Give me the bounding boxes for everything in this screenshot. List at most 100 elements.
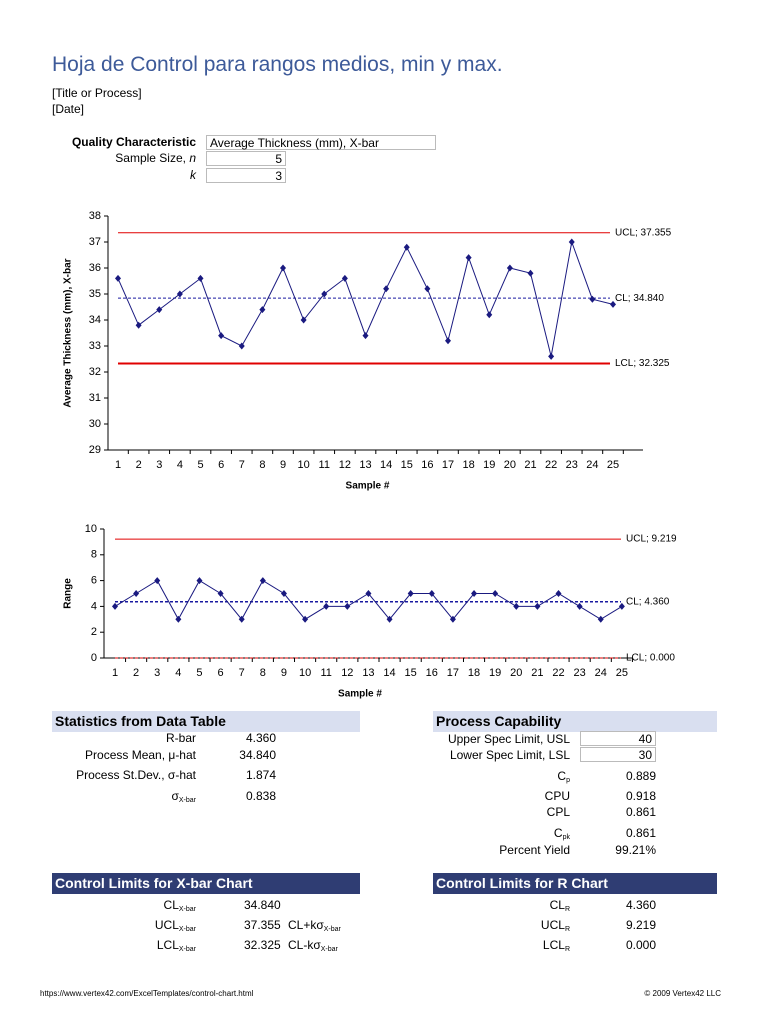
formula: CL+kσX-bar [288,917,341,938]
x-tick-label: 19 [489,667,501,679]
row-label: R-bar [166,730,196,746]
label: CL [163,898,179,912]
data-point [610,300,616,308]
section-header: Control Limits for R Chart [433,873,717,894]
data-point [217,590,224,597]
x-tick-label: 21 [531,667,543,679]
row-label: LCLR [543,937,570,958]
formula-sub: X-bar [320,946,338,953]
row-label: Process Mean, μ-hat [85,747,196,763]
data-point [576,602,583,610]
x-tick-label: 14 [380,459,392,471]
data-point [196,577,203,585]
footer-url: https://www.vertex42.com/ExcelTemplates/… [40,989,254,998]
label: Process Mean, μ-hat [85,748,196,762]
y-tick-label: 8 [91,549,97,561]
x-tick-label: 20 [504,459,516,471]
x-tick-label: 12 [341,667,353,679]
label: CPU [544,789,570,803]
x-tick-label: 15 [405,667,417,679]
data-point [238,615,245,623]
label-sub: X-bar [178,926,196,933]
x-tick-label: 4 [177,459,183,471]
data-point [323,602,330,610]
data-point [112,602,118,610]
data-point [259,306,266,314]
reference-label: UCL; 9.219 [626,534,677,545]
x-tick-label: 4 [175,667,181,679]
input-box: 3 [206,168,286,183]
row-label: CPL [547,804,570,820]
label: Percent Yield [499,843,570,857]
x-tick-label: 5 [196,667,202,679]
data-point [135,321,142,329]
data-point [492,590,499,597]
row-value: 4.360 [245,731,276,745]
row-value: 37.355 [244,918,281,932]
x-tick-label: 3 [154,667,160,679]
label: σ [171,789,179,803]
y-tick-label: 4 [91,600,97,612]
data-line [117,240,614,357]
x-tick-label: 10 [299,667,311,679]
data-point [548,352,555,360]
row-label: LCLX-bar [157,937,196,958]
data-line [114,579,623,621]
x-tick-label: 11 [320,667,331,679]
data-point [403,243,410,251]
x-tick-label: 13 [362,667,374,679]
label-italic: n [189,151,196,165]
label: R-bar [165,731,196,745]
y-tick-label: 33 [89,340,101,352]
data-point [534,602,541,610]
label-sub: X-bar [178,946,196,953]
y-tick-label: 35 [89,288,101,300]
x-tick-label: 9 [280,459,286,471]
label-sub: R [564,946,570,953]
data-point [115,274,121,282]
formula: CL-kσX-bar [288,937,338,958]
label-sub: pk [562,834,570,841]
row-label: Cpk [554,825,570,846]
data-point [176,290,183,298]
data-point [300,316,307,324]
data-point [407,590,414,597]
reference-label: CL; 34.840 [615,293,664,304]
x-tick-label: 21 [524,459,536,471]
data-point [465,254,472,262]
data-point [449,615,456,623]
row-value: 0.918 [625,789,656,803]
label: LCL [156,938,179,952]
x-tick-label: 18 [468,667,480,679]
row-value: 0.000 [625,938,656,952]
row-label: UCLR [541,917,570,938]
x-tick-label: 8 [260,667,266,679]
x-tick-label: 13 [359,459,371,471]
x-tick-label: 7 [239,667,245,679]
data-point [513,602,520,610]
label: C [557,769,567,783]
row-label: σX-bar [171,788,196,809]
data-point [218,332,225,340]
x-tick-label: 6 [218,667,224,679]
label-sub: R [564,926,570,933]
label: Lower Spec Limit, LSL [449,748,570,762]
data-point [383,285,390,293]
data-point [197,274,204,282]
data-point [344,602,351,610]
row-label: Cp [557,768,570,789]
label: LCL [542,938,565,952]
data-point [597,615,604,623]
x-tick-label: 1 [112,667,118,679]
label-italic: k [190,168,196,182]
reference-label: LCL; 32.325 [615,358,670,369]
reference-label: UCL; 37.355 [615,227,672,238]
data-point [445,337,451,345]
x-tick-label: 11 [319,459,330,471]
row-label: Process St.Dev., σ-hat [76,767,196,783]
x-tick-label: 22 [552,667,564,679]
data-point [555,590,562,597]
label: CPL [546,805,570,819]
x-tick-label: 9 [281,667,287,679]
